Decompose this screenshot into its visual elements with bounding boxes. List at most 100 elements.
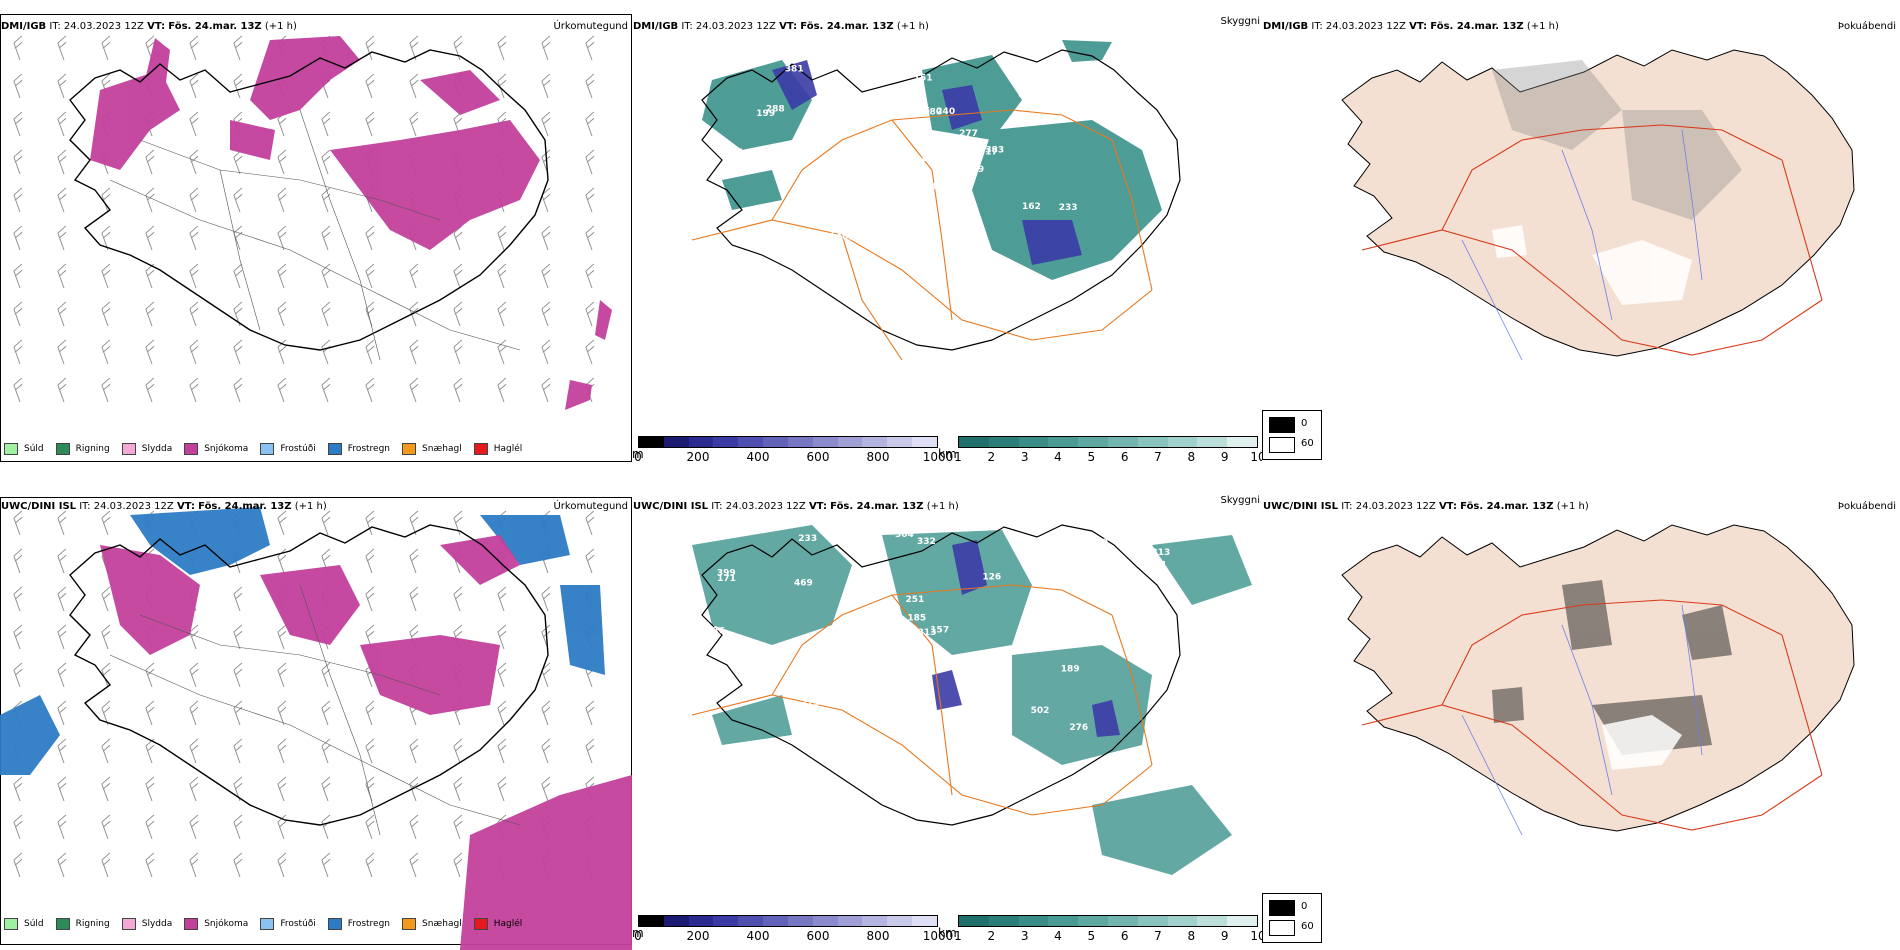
colorbar-tick: 1000 xyxy=(922,929,954,943)
wind-barb xyxy=(233,662,243,688)
wind-barb xyxy=(57,738,67,764)
visibility-value: 177 xyxy=(839,745,858,755)
precip-type-panel: UWC/DINI ISL IT: 24.03.2023 12Z VT: Fös.… xyxy=(0,475,632,950)
legend-label: Frostúði xyxy=(280,444,316,454)
visibility-value: 132 xyxy=(961,729,980,739)
colorbar-cell xyxy=(1137,437,1168,447)
legend-label: Haglél xyxy=(493,444,523,454)
wind-barb xyxy=(233,301,243,327)
wind-barb xyxy=(365,301,375,327)
wind-barb xyxy=(189,339,199,365)
wind-barb xyxy=(189,377,199,403)
visibility-unit: km xyxy=(938,447,957,461)
wind-barb xyxy=(57,548,67,574)
panel-title: UWC/DINI ISL IT: 24.03.2023 12Z VT: Fös.… xyxy=(1263,501,1589,512)
legend-swatch xyxy=(402,443,417,455)
wind-barb xyxy=(453,225,463,251)
panel-parameter: Úrkomutegund xyxy=(553,501,628,512)
legend-label: Rigning xyxy=(75,444,110,454)
wind-barb xyxy=(145,738,155,764)
visibility-value: 986 xyxy=(1052,604,1071,614)
legend-label: Haglél xyxy=(493,919,523,929)
wind-barb xyxy=(233,738,243,764)
colorbar-cell xyxy=(862,437,888,447)
legend-swatch xyxy=(55,918,70,930)
wind-barb xyxy=(365,700,375,726)
wind-barb xyxy=(365,852,375,878)
wind-barb xyxy=(145,263,155,289)
land-fill xyxy=(1341,49,1855,357)
wind-barb xyxy=(277,700,287,726)
colorbar-cell xyxy=(688,916,714,926)
wind-barb xyxy=(321,149,331,175)
wind-barb xyxy=(585,73,595,99)
wind-barb xyxy=(365,776,375,802)
wind-barb xyxy=(57,149,67,175)
elevation-unit: m xyxy=(632,447,644,461)
wind-barb xyxy=(277,339,287,365)
panel-parameter: Skyggni xyxy=(1220,495,1260,506)
wind-barb xyxy=(497,263,507,289)
wind-barb xyxy=(145,700,155,726)
wind-barb xyxy=(13,814,23,840)
wind-barb xyxy=(13,73,23,99)
visibility-value: 313 xyxy=(918,628,937,638)
colorbar-cell xyxy=(912,916,937,926)
wind-barb xyxy=(321,187,331,213)
wind-barb xyxy=(321,111,331,137)
wind-barb xyxy=(57,187,67,213)
precip-legend-item: Súld xyxy=(4,443,44,455)
colorbar-cell xyxy=(738,437,764,447)
colorbar-cell xyxy=(1167,437,1198,447)
wind-barb xyxy=(57,111,67,137)
wind-barb xyxy=(409,301,419,327)
colorbar-tick: 7 xyxy=(1154,929,1162,943)
wind-barb xyxy=(321,263,331,289)
visibility-value: 233 xyxy=(798,534,817,544)
glacier-white xyxy=(1492,225,1692,305)
legend-label: Snæhagl xyxy=(422,919,462,929)
colorbar-cell xyxy=(1048,437,1079,447)
visibility-value: 171 xyxy=(717,574,736,584)
colorbar-tick: 7 xyxy=(1154,450,1162,464)
colorbar-tick: 1 xyxy=(954,929,962,943)
colorbar-tick: 800 xyxy=(866,450,890,464)
wind-barb xyxy=(145,339,155,365)
legend-label: Súld xyxy=(24,444,44,454)
colorbar-cell xyxy=(713,916,739,926)
wind-barb xyxy=(365,73,375,99)
iceland-outline xyxy=(69,49,549,351)
forecast-row-uwc: UWC/DINI ISL IT: 24.03.2023 12Z VT: Fös.… xyxy=(0,475,1900,950)
precip-legend-item: Snæhagl xyxy=(402,918,462,930)
visibility-value: 212 xyxy=(1011,71,1030,81)
precip-type-map xyxy=(13,35,612,410)
wind-barb xyxy=(277,187,287,213)
wind-barb xyxy=(101,624,111,650)
visibility-value: 300 xyxy=(1151,128,1170,138)
wind-barb xyxy=(189,301,199,327)
visibility-value: 277 xyxy=(959,129,978,139)
visibility-value: 233 xyxy=(1059,203,1078,213)
wind-barb xyxy=(57,263,67,289)
wind-barb xyxy=(189,662,199,688)
legend-swatch xyxy=(184,918,199,930)
colorbar-cell xyxy=(1227,916,1257,926)
visibility-value: 402 xyxy=(836,233,855,243)
colorbar-cell xyxy=(787,437,813,447)
colorbar-cell xyxy=(639,437,664,447)
colorbar-tick: 9 xyxy=(1220,929,1229,943)
wind-barb xyxy=(365,263,375,289)
visibility-value: 225 xyxy=(989,672,1008,682)
wind-barb xyxy=(365,548,375,574)
colorbar-tick: 800 xyxy=(866,929,890,943)
road-network xyxy=(691,109,1153,361)
wind-barb xyxy=(409,852,419,878)
visibility-value: 117 xyxy=(914,154,933,164)
wind-barb xyxy=(277,624,287,650)
visibility-value: 202 xyxy=(910,170,929,180)
dense-fog-areas xyxy=(932,540,1120,737)
wind-barb xyxy=(57,814,67,840)
colorbar-cell xyxy=(1137,916,1168,926)
visibility-value: 765 xyxy=(774,231,793,241)
visibility-value: 555 xyxy=(908,246,927,256)
